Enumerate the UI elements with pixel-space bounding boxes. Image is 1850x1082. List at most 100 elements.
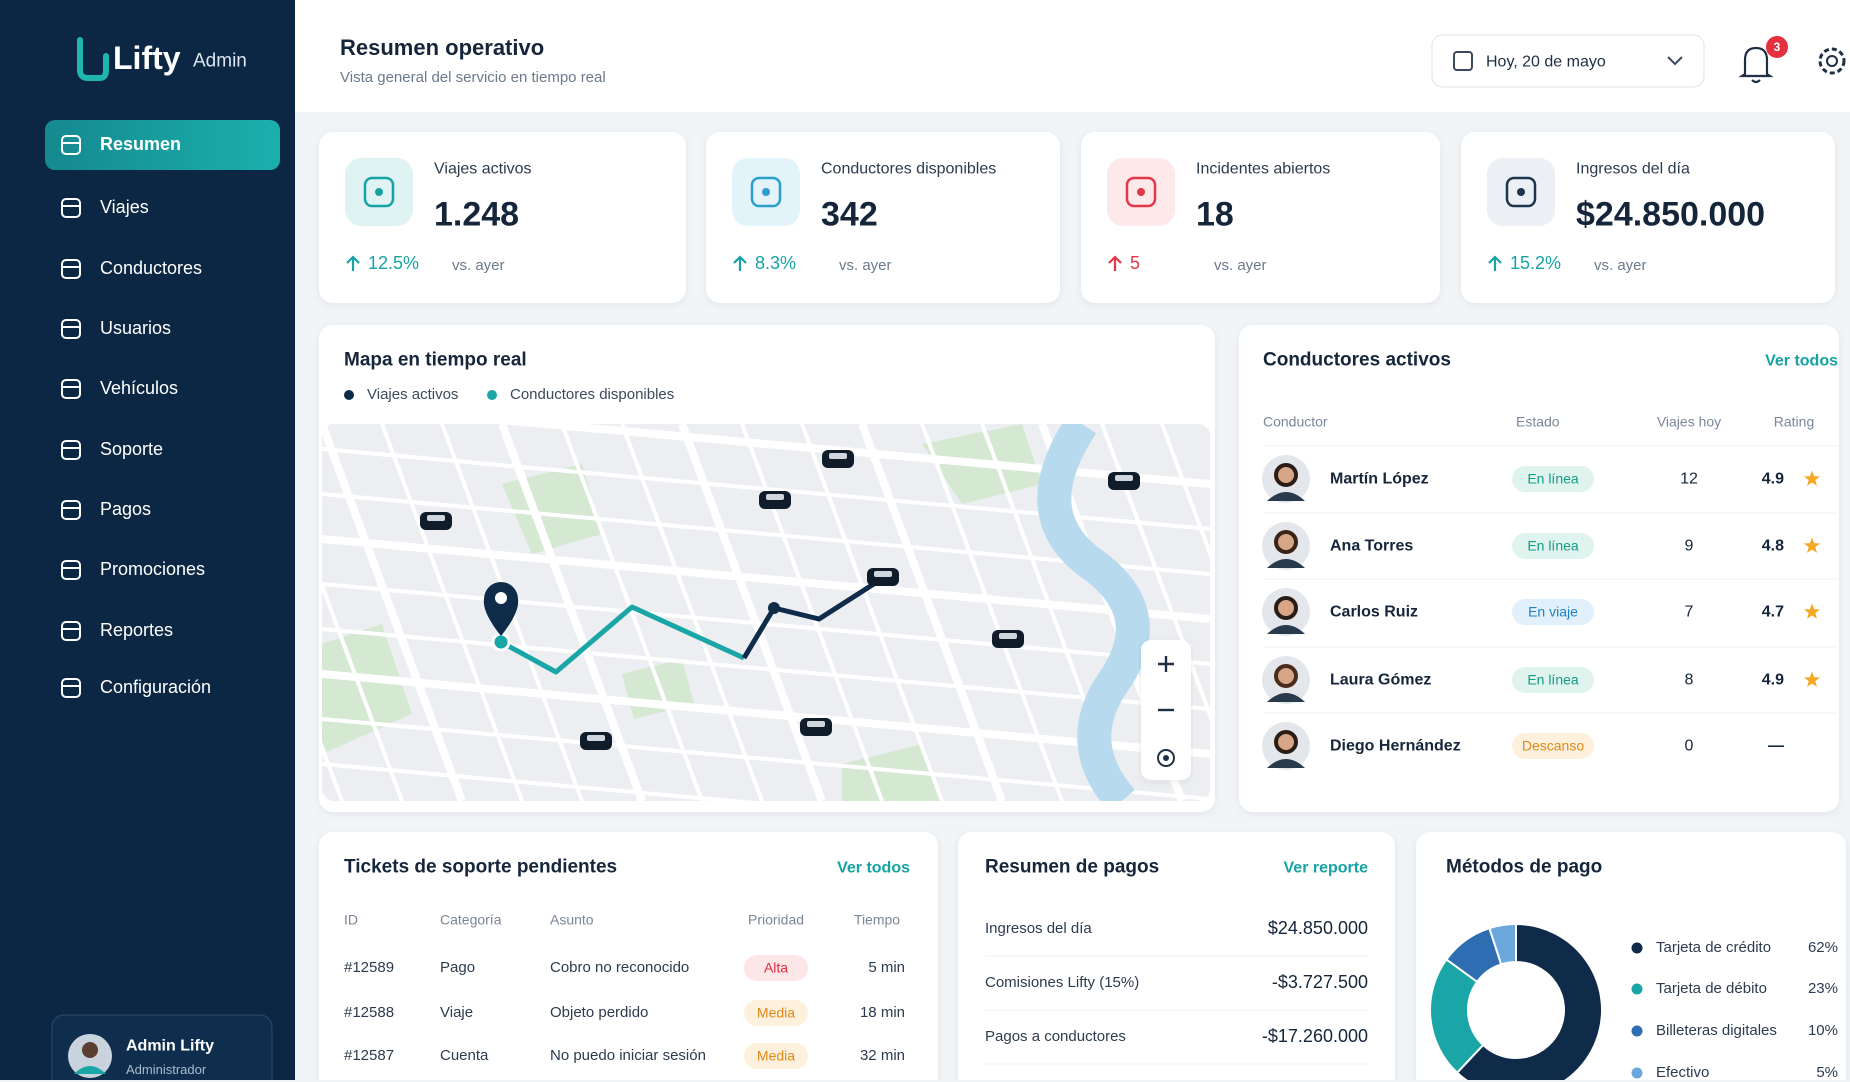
brand-tag: Admin	[193, 50, 247, 72]
bell-icon[interactable]	[1738, 46, 1774, 84]
page-subtitle: Vista general del servicio en tiempo rea…	[340, 69, 606, 86]
ticket-subject: Cobro no reconocido	[550, 959, 690, 976]
link[interactable]: Ver todos	[1765, 352, 1838, 370]
ticket-subject: No puedo iniciar sesión	[550, 1047, 706, 1064]
driver-trips: 12	[1680, 470, 1698, 488]
driver-avatar-head	[1274, 730, 1298, 754]
card	[1416, 832, 1846, 1080]
nav-icon	[61, 621, 81, 641]
nav-item[interactable]: Pagos	[100, 499, 152, 520]
ticket-id: #12589	[344, 959, 395, 976]
driver-trips: 9	[1684, 537, 1694, 555]
date-label[interactable]: Hoy, 20 de mayo	[1486, 53, 1606, 71]
kpi-icon	[762, 188, 770, 196]
nav-item[interactable]: Usuarios	[100, 318, 172, 339]
nav-item[interactable]: Resumen	[100, 134, 182, 155]
legend-dot	[1631, 1025, 1643, 1037]
zoom-in[interactable]	[1158, 656, 1174, 672]
kpi-compare: vs. ayer	[839, 257, 892, 274]
driver-rating: 4.9	[1761, 470, 1784, 488]
kpi-icon	[375, 188, 383, 196]
user-role: Administrador	[126, 1062, 207, 1078]
route-start	[491, 632, 511, 652]
kpi-icon	[1125, 176, 1157, 208]
kpi-icon	[1517, 188, 1525, 196]
date-picker[interactable]	[1431, 34, 1705, 88]
link[interactable]: Ver reporte	[1283, 859, 1368, 877]
payment-label: Pagos a conductores	[985, 1028, 1126, 1045]
map-street	[322, 717, 1210, 801]
card	[1239, 325, 1839, 812]
driver-trips: 8	[1684, 671, 1694, 689]
car-window	[874, 571, 892, 577]
kpi-compare: vs. ayer	[452, 257, 505, 274]
nav-icon	[61, 319, 81, 339]
driver-name: Laura Gómez	[1330, 671, 1432, 689]
pie-slice	[1455, 922, 1603, 1080]
legend-dot	[344, 390, 354, 400]
map-content	[322, 424, 1210, 801]
map-street	[620, 424, 764, 801]
nav-item[interactable]: Reportes	[100, 620, 174, 641]
nav-icon	[61, 198, 81, 218]
data-label: 23%	[1807, 980, 1838, 997]
nav-item[interactable]: Configuración	[100, 677, 212, 698]
column-header: Asunto	[550, 911, 594, 928]
kpi-change: 15.2%	[1510, 253, 1562, 274]
driver-trips: 7	[1684, 603, 1694, 621]
section-title: Métodos de pago	[1446, 856, 1603, 878]
notification-count: 3	[1773, 39, 1781, 54]
driver-avatar-body	[1267, 693, 1305, 702]
driver-status: En línea	[1527, 671, 1579, 688]
map-pin	[483, 582, 519, 636]
legend-label: Tarjeta de crédito	[1656, 939, 1772, 956]
nav-item[interactable]: Soporte	[100, 439, 164, 460]
driver-avatar-body	[1267, 625, 1305, 634]
nav-icon	[61, 379, 81, 399]
column-header: Viajes hoy	[1656, 413, 1722, 430]
pie-slice	[1488, 922, 1517, 966]
map-street	[1160, 424, 1210, 801]
ticket-time: 5 min	[868, 959, 905, 976]
nav-item[interactable]: Vehículos	[100, 378, 179, 399]
kpi-change: 8.3%	[755, 253, 797, 274]
column-header: ID	[344, 911, 358, 928]
kpi-label: Viajes activos	[434, 160, 532, 178]
payment-label: Ingresos del día	[985, 920, 1092, 937]
trend-arrow	[346, 255, 360, 271]
driver-avatar-head	[1274, 664, 1298, 688]
rating-star	[1803, 671, 1821, 687]
kpi-icon	[1137, 188, 1145, 196]
column-header: Rating	[1773, 413, 1815, 430]
driver-avatar-body	[1267, 759, 1305, 768]
settings-icon	[1826, 55, 1838, 67]
rating-star	[1803, 537, 1821, 553]
settings-icon[interactable]	[1818, 47, 1846, 75]
ticket-priority: Media	[756, 1004, 796, 1021]
ticket-id: #12588	[344, 1004, 395, 1021]
kpi-icon	[363, 176, 395, 208]
legend-label: Conductores disponibles	[510, 386, 675, 403]
ticket-time: 18 min	[859, 1004, 905, 1021]
page-title: Resumen operativo	[340, 34, 545, 60]
kpi-compare: vs. ayer	[1214, 257, 1267, 274]
locate[interactable]	[1157, 749, 1175, 767]
nav-item[interactable]: Conductores	[100, 258, 203, 279]
notification-badge	[1766, 36, 1788, 58]
user-avatar-body	[74, 1066, 106, 1074]
ticket-priority-bg	[744, 1000, 808, 1026]
ticket-category: Pago	[440, 959, 476, 976]
nav-icon	[61, 678, 81, 698]
map-street	[322, 670, 1210, 758]
logo-icon	[77, 37, 109, 81]
nav-item[interactable]: Promociones	[100, 559, 206, 580]
trend-arrow	[733, 255, 747, 271]
nav-icon	[61, 560, 81, 580]
ticket-time: 32 min	[859, 1047, 905, 1064]
legend-label: Viajes activos	[367, 386, 459, 403]
link[interactable]: Ver todos	[837, 859, 910, 877]
section-title: Resumen de pagos	[985, 856, 1160, 878]
nav-item[interactable]: Viajes	[100, 197, 149, 218]
route-pending	[741, 577, 882, 660]
